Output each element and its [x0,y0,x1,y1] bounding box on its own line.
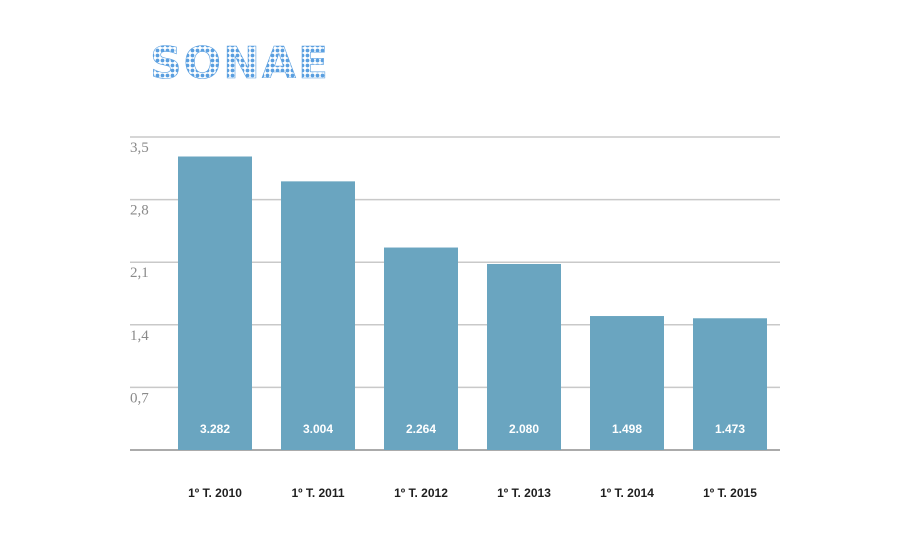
bars [178,156,767,450]
y-axis-ticks: 0,7 1,4 2,1 2,8 3,5 [130,140,149,406]
bar-value-label: 3.282 [200,422,230,436]
y-tick-label: 3,5 [130,140,149,156]
x-tick-label: 1º T. 2014 [600,486,654,500]
sonae-logo: SONAE [150,38,330,86]
x-tick-label: 1º T. 2010 [188,486,242,500]
y-tick-label: 0,7 [130,390,149,406]
bar [281,181,355,450]
bar [384,247,458,450]
logo-text: SONAE [150,38,330,86]
bar [590,316,664,450]
x-tick-label: 1º T. 2011 [291,486,344,500]
bar-value-label: 1.498 [612,422,642,436]
y-tick-label: 2,8 [130,203,149,219]
bar-value-label: 1.473 [715,422,745,436]
y-tick-label: 2,1 [130,265,149,281]
x-tick-label: 1º T. 2015 [703,486,757,500]
bar-value-label: 2.264 [406,422,436,436]
bar [178,156,252,450]
bar-value-label: 3.004 [303,422,333,436]
bar [487,263,561,450]
x-tick-label: 1º T. 2013 [497,486,551,500]
y-tick-label: 1,4 [130,328,149,344]
bar [693,318,767,450]
bar-value-label: 2.080 [509,422,539,436]
data-labels: 3.282 3.004 2.264 2.080 1.498 1.473 [200,422,745,436]
x-axis-ticks: 1º T. 2010 1º T. 2011 1º T. 2012 1º T. 2013… [188,486,757,500]
x-tick-label: 1º T. 2012 [394,486,448,500]
